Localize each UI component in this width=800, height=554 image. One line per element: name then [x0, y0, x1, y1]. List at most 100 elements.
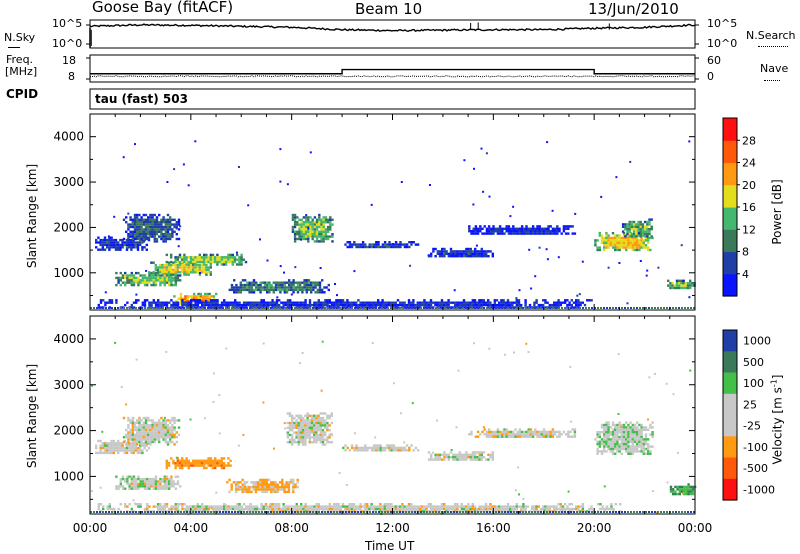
velocity-cell	[153, 436, 156, 439]
power-cell	[375, 245, 378, 249]
power-cell	[377, 245, 380, 249]
power-cell	[556, 227, 559, 230]
power-cell	[370, 301, 373, 304]
power-ground-cell	[174, 307, 176, 309]
power-cell	[616, 248, 619, 252]
velocity-cell	[140, 443, 143, 446]
power-ground-cell	[525, 307, 527, 309]
power-cell	[150, 261, 153, 264]
power-cell	[469, 303, 472, 307]
power-cell	[564, 232, 568, 235]
power-cell	[465, 252, 468, 255]
velocity-cell	[282, 505, 285, 508]
power-cell	[377, 303, 380, 307]
power-cell	[432, 247, 435, 251]
power-cell	[320, 235, 323, 238]
velocity-cell	[614, 426, 617, 429]
velocity-cell	[649, 423, 652, 427]
velocity-cell	[603, 433, 606, 436]
velocity-cell	[247, 507, 250, 511]
power-cell	[183, 258, 186, 261]
velocity-cell	[618, 443, 621, 446]
velocity-cell	[462, 505, 466, 508]
velocity-cell	[636, 421, 639, 424]
power-cell	[682, 284, 685, 287]
velocity-cell	[275, 505, 279, 508]
power-speck	[472, 203, 475, 206]
velocity-cell	[611, 423, 615, 427]
power-cell	[184, 300, 187, 303]
power-cell	[214, 301, 217, 304]
power-cell	[173, 223, 176, 226]
velocity-cell	[579, 505, 582, 508]
power-cell	[139, 279, 142, 282]
power-cell	[471, 250, 475, 253]
velocity-cell	[311, 507, 314, 511]
velocity-cell	[110, 442, 113, 445]
velocity-cell	[390, 449, 393, 452]
velocity-cell	[523, 430, 526, 434]
velocity-speck	[175, 456, 178, 459]
velocity-cell	[214, 510, 217, 513]
velocity-cell	[689, 492, 692, 496]
velocity-cell	[117, 451, 120, 455]
velocity-cell	[324, 426, 327, 429]
power-cell	[300, 228, 303, 231]
velocity-cell	[112, 451, 115, 455]
velocity-cell	[449, 456, 453, 459]
velocity-cell	[205, 507, 208, 511]
velocity-cell	[567, 435, 570, 438]
power-cell	[155, 223, 159, 226]
power-cell	[399, 301, 402, 304]
power-cell	[640, 239, 643, 242]
velocity-cell	[447, 505, 450, 508]
power-ground-cell	[507, 307, 509, 309]
power-ground-cell	[249, 307, 251, 309]
power-speck	[618, 262, 621, 264]
power-cell	[228, 288, 231, 292]
velocity-cell	[130, 480, 133, 483]
power-cell	[618, 246, 621, 249]
velocity-cell	[299, 414, 303, 417]
velocity-cell	[396, 507, 400, 511]
power-cell	[168, 301, 171, 304]
velocity-cell	[377, 505, 380, 508]
power-cell	[517, 299, 521, 302]
power-cell	[125, 216, 128, 219]
power-cell	[322, 237, 325, 241]
velocity-cell	[121, 444, 124, 447]
power-cell	[638, 246, 641, 249]
power-cell	[145, 243, 148, 247]
power-cell	[315, 221, 319, 224]
power-cell	[603, 244, 606, 247]
velocity-cell	[607, 435, 610, 439]
velocity-cell	[644, 435, 648, 439]
velocity-cell	[361, 446, 365, 450]
velocity-cell	[642, 443, 645, 446]
velocity-cell	[636, 431, 639, 434]
velocity-cell	[144, 421, 148, 424]
velocity-cell	[203, 505, 206, 508]
power-cell	[315, 235, 319, 238]
power-cell	[124, 281, 127, 284]
power-ground-cell	[432, 307, 434, 309]
velocity-cell	[289, 507, 292, 511]
velocity-cell	[171, 428, 174, 432]
velocity-cell	[149, 438, 152, 441]
power-cell	[178, 263, 182, 266]
power-cell	[245, 301, 248, 304]
power-cell	[288, 283, 291, 287]
velocity-cell	[545, 430, 548, 434]
power-cell	[357, 243, 360, 246]
velocity-cell	[308, 419, 311, 422]
power-cell	[616, 244, 619, 247]
power-cell	[110, 301, 114, 304]
power-cell	[133, 230, 137, 233]
power-cell	[273, 301, 276, 304]
power-cell	[112, 246, 115, 249]
velocity-cell	[176, 462, 179, 465]
velocity-cell	[622, 428, 626, 431]
velocity-cell	[295, 421, 298, 425]
velocity-cell	[270, 483, 273, 486]
power-cell	[339, 301, 342, 304]
